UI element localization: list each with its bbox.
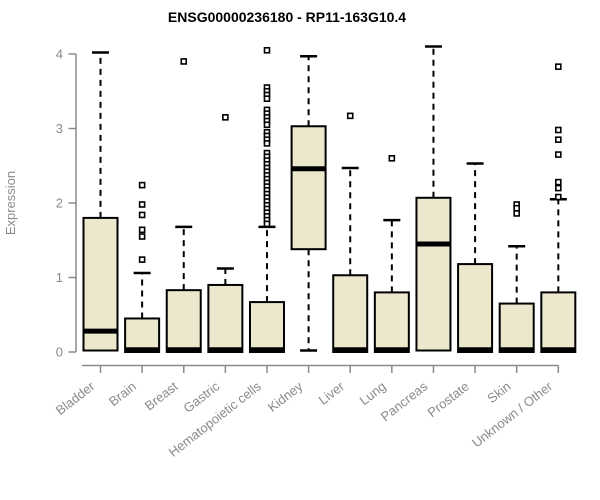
x-tick-label: Breast xyxy=(142,378,181,413)
outlier-point xyxy=(555,126,562,134)
outlier-point xyxy=(138,226,146,234)
outlier-point xyxy=(346,112,354,120)
box xyxy=(248,301,285,353)
outlier-point xyxy=(263,46,271,54)
outlier-point xyxy=(555,136,562,143)
outlier-point xyxy=(555,151,562,158)
outlier-point xyxy=(555,184,562,192)
outlier-point xyxy=(138,211,146,219)
box xyxy=(457,263,494,353)
boxplot-brain xyxy=(124,181,161,354)
x-tick-label: Skin xyxy=(484,379,513,406)
boxplot-lung xyxy=(373,155,410,353)
y-tick-label: 1 xyxy=(56,270,63,285)
boxplot-gastric xyxy=(207,114,244,354)
box xyxy=(540,291,577,353)
boxplot-liver xyxy=(332,112,369,354)
outlier-point xyxy=(555,193,562,201)
boxplot-kidney xyxy=(290,54,327,352)
x-tick-label: Liver xyxy=(316,378,348,408)
outlier-point xyxy=(222,114,229,121)
outlier-point xyxy=(138,181,146,189)
y-tick-label: 2 xyxy=(56,196,63,211)
box xyxy=(82,216,119,352)
x-tick-label: Kidney xyxy=(265,378,306,415)
outlier-point xyxy=(263,220,271,228)
boxplot-unknown-other xyxy=(540,63,577,353)
chart-title: ENSG00000236180 - RP11-163G10.4 xyxy=(168,9,406,25)
outlier-point xyxy=(138,256,146,263)
y-tick-label: 0 xyxy=(56,345,63,360)
box xyxy=(332,274,369,354)
boxplot-prostate xyxy=(457,162,494,353)
box xyxy=(207,283,244,354)
outlier-point xyxy=(555,178,562,186)
outlier-point xyxy=(513,204,521,212)
outlier-point xyxy=(180,58,188,65)
boxplot-pancreas xyxy=(415,45,452,352)
boxplot-skin xyxy=(498,201,535,354)
outlier-point xyxy=(263,95,271,102)
box xyxy=(290,125,327,251)
box xyxy=(498,302,535,354)
outlier-point xyxy=(138,201,146,208)
box xyxy=(415,196,452,352)
x-tick-label: Bladder xyxy=(53,378,98,418)
x-tick-label: Brain xyxy=(106,379,139,410)
boxplot-hematopoietic-cells xyxy=(248,46,285,353)
y-tick-label: 3 xyxy=(56,121,63,136)
y-tick-label: 4 xyxy=(56,47,63,62)
outlier-point xyxy=(263,140,271,147)
outlier-point xyxy=(263,121,271,129)
outlier-point xyxy=(513,210,521,217)
outlier-point xyxy=(388,155,396,162)
box xyxy=(124,317,161,354)
box xyxy=(373,291,410,353)
outlier-point xyxy=(555,63,562,70)
outlier-point xyxy=(138,233,146,240)
x-tick-label: Prostate xyxy=(425,379,472,421)
y-axis-label: Expression xyxy=(3,171,18,235)
boxplot-bladder xyxy=(82,51,119,352)
x-tick-label: Lung xyxy=(357,379,389,409)
box xyxy=(165,289,202,354)
x-tick-label: Pancreas xyxy=(378,378,431,424)
boxplot-breast xyxy=(165,58,202,354)
